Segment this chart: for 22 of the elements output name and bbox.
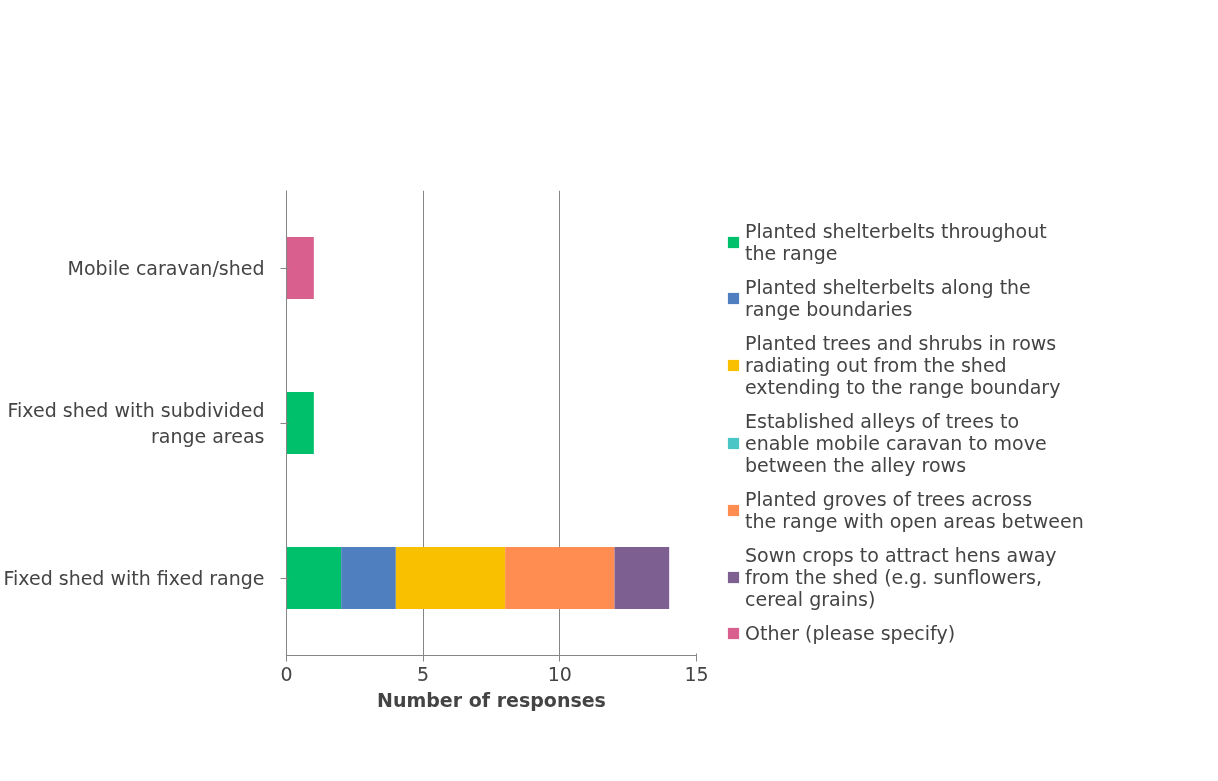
bar (614, 547, 670, 609)
legend-label: Planted groves of trees across the range with open areas between (745, 488, 1084, 532)
bar (286, 237, 314, 299)
bar (505, 547, 615, 609)
x-tick-label: 15 (684, 662, 709, 685)
legend-label: Planted trees and shrubs in rows radiating out from the shed extending to the range boundary (745, 332, 1061, 398)
bar (286, 547, 342, 609)
x-tick-label: 10 (547, 662, 572, 685)
bar (341, 547, 396, 609)
bar (286, 392, 314, 454)
x-tick-label: 5 (417, 662, 430, 685)
x-tick-label: 0 (280, 662, 293, 685)
y-tick-label: Mobile caravan/shed (67, 257, 265, 279)
legend-label: Sown crops to attract hens away from the shed (e.g. sunflowers, cereal grains) (745, 544, 1057, 610)
x-axis-title: Number of responses (377, 688, 606, 711)
legend-label: Established alleys of trees to enable mobile caravan to move between the alley rows (745, 410, 1047, 476)
legend-label: Planted shelterbelts along the range boundaries (745, 276, 1031, 320)
legend-label: Other (please specify) (745, 622, 956, 644)
y-tick-label: Fixed shed with fixed range (3, 567, 265, 589)
bar (395, 547, 506, 609)
legend-label: Planted shelterbelts throughout the range (745, 220, 1047, 264)
y-tick-label: Fixed shed with subdivided range areas (7, 398, 265, 448)
